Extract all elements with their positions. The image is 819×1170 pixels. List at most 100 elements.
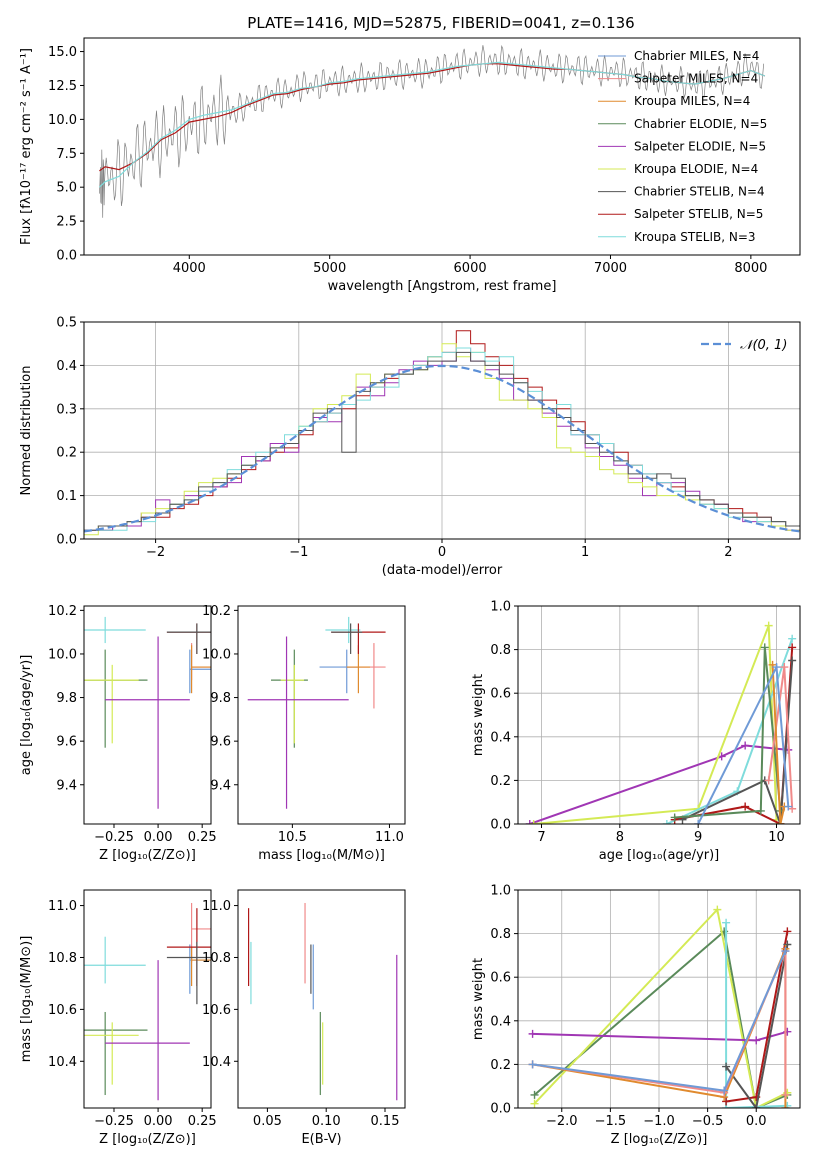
chart-residuals: 𝒩(0, 1) −2 −1 0 1 2 0.0 0.1 0.2 0.3 0.4 0.5 (data-mo… [19, 316, 801, 578]
axes-frame [83, 37, 801, 256]
y-tick-label: 0.2 [490, 774, 511, 789]
plot-area [98, 44, 766, 218]
x-tick-label: 10.5 [278, 830, 307, 845]
y-tick-label: 0.0 [490, 1102, 511, 1117]
plot-area [84, 902, 211, 1101]
x-tick-label: 2 [724, 545, 732, 560]
y-tick-label: 9.8 [210, 691, 231, 706]
y-tick-label: 10.2 [202, 604, 231, 619]
x-tick-label: 4000 [173, 261, 206, 276]
weight-line [533, 625, 778, 824]
x-tick-label: 0.10 [312, 1114, 341, 1129]
y-tick-label: 10.0 [48, 647, 77, 662]
weight-marker [741, 741, 750, 750]
y-tick-label: 0.4 [490, 730, 511, 745]
x-axis-label: Z [log₁₀(Z/Z⊙)] [611, 1132, 708, 1147]
weight-marker [720, 1086, 729, 1095]
weight-marker [760, 643, 769, 652]
x-tick-label: 8000 [734, 261, 767, 276]
weight-marker [788, 643, 797, 652]
legend-label: Chabrier STELIB, N=4 [634, 185, 765, 199]
y-tick-label: 10.6 [48, 1003, 77, 1018]
chart-age-vs-Z: −0.25 0.00 0.25 9.4 9.6 9.8 10.0 10.2 Z [log₁₀(Z… [19, 604, 217, 863]
y-tick-label: 10.0 [202, 647, 231, 662]
x-tick-label: −0.25 [94, 1114, 134, 1129]
y-axis-label: Flux [fλ10⁻¹⁷ erg cm⁻² s⁻¹ A⁻¹] [19, 48, 34, 245]
weight-line [674, 647, 782, 819]
weight-marker [525, 820, 534, 824]
x-tick-label: 7000 [594, 261, 627, 276]
weight-marker [781, 1104, 790, 1108]
weight-marker [781, 1090, 790, 1099]
spectrum-model-line [98, 61, 766, 188]
y-tick-label: 1.0 [490, 884, 511, 899]
x-tick-label: 6000 [454, 261, 487, 276]
normal-curve [84, 364, 800, 533]
x-tick-label: 0 [438, 545, 446, 560]
plot-area [247, 902, 398, 1101]
y-tick-label: 9.8 [56, 691, 77, 706]
y-tick-label: 10.4 [48, 1055, 77, 1070]
x-tick-label: −0.5 [692, 1114, 724, 1129]
y-tick-label: 0.3 [56, 402, 77, 417]
x-tick-label: 0.25 [188, 1114, 217, 1129]
y-tick-label: 9.4 [56, 778, 77, 793]
x-tick-label: −1.5 [595, 1114, 627, 1129]
legend-label: Chabrier ELODIE, N=5 [634, 117, 767, 131]
weight-marker [670, 813, 679, 822]
x-axis-label: (data-model)/error [382, 563, 503, 578]
x-axis-label: age [log₁₀(age/yr)] [599, 848, 720, 863]
weight-marker [528, 1060, 537, 1069]
y-tick-label: 12.5 [48, 79, 77, 94]
x-tick-label: 1 [581, 545, 589, 560]
y-tick-label: 15.0 [48, 45, 77, 60]
weight-marker [783, 927, 792, 936]
weight-marker [528, 1029, 537, 1038]
y-axis-label: mass weight [471, 674, 486, 756]
x-tick-label: 0.05 [253, 1114, 282, 1129]
plot-area [528, 905, 792, 1108]
axes-frame [83, 605, 212, 825]
axes-frame [83, 889, 212, 1109]
weight-marker [764, 776, 773, 785]
histogram-step [84, 351, 800, 531]
y-axis-label: mass weight [471, 958, 486, 1040]
y-tick-label: 11.0 [202, 899, 231, 914]
x-tick-label: 8 [616, 830, 624, 845]
weight-marker [788, 656, 797, 665]
weight-line [682, 660, 794, 824]
y-tick-label: 0.6 [490, 687, 511, 702]
weight-marker [780, 663, 789, 672]
y-tick-label: 0.2 [490, 1058, 511, 1073]
y-tick-label: 0.0 [56, 533, 77, 548]
weight-marker [784, 802, 793, 811]
y-axis-label: mass [log₁₀(M/M⊙)] [19, 936, 34, 1063]
y-tick-label: 0.8 [490, 643, 511, 658]
y-axis-label: Normed distribution [19, 366, 34, 496]
y-tick-label: 9.6 [56, 735, 77, 750]
x-tick-label: 10 [768, 830, 785, 845]
x-tick-label: 0.25 [188, 830, 217, 845]
x-tick-label: 0.15 [371, 1114, 400, 1129]
legend-label: Salpeter ELODIE, N=5 [634, 139, 766, 153]
legend-label: Kroupa MILES, N=4 [634, 94, 750, 108]
y-tick-label: 0.5 [56, 316, 77, 331]
axes-frame [237, 605, 406, 825]
x-axis-label: Z [log₁₀(Z/Z⊙)] [99, 848, 196, 863]
y-tick-label: 0.2 [56, 446, 77, 461]
chart-weight-vs-age: 7 8 9 10 0.0 0.2 0.4 0.6 0.8 1.0 age [log₁₀(age/yr… [471, 600, 801, 863]
spectrum-data-line [99, 44, 765, 218]
x-tick-label: 5000 [313, 261, 346, 276]
weight-marker [752, 1036, 761, 1045]
weight-marker [764, 621, 773, 630]
chart-age-vs-mass: 10.5 11.0 9.4 9.6 9.8 10.0 10.2 mass [log₁₀(M/M… [202, 604, 406, 863]
plot-area [84, 330, 800, 536]
weight-marker [662, 820, 671, 824]
y-tick-label: 10.2 [48, 604, 77, 619]
legend-label: Kroupa ELODIE, N=4 [634, 162, 758, 176]
x-tick-label: 0.0 [746, 1114, 767, 1129]
weight-marker [713, 905, 722, 914]
legend-label: Kroupa STELIB, N=3 [634, 230, 756, 244]
chart-weight-vs-Z: −2.0 −1.5 −1.0 −0.5 0.0 0.0 0.2 0.4 0.6 0.8 1.0 Z [… [471, 884, 801, 1147]
